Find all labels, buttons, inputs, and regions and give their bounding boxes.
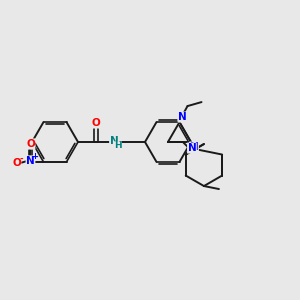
- Text: O: O: [92, 118, 100, 128]
- Text: N: N: [26, 156, 35, 166]
- Text: N: N: [110, 136, 118, 146]
- Text: O: O: [12, 158, 21, 168]
- Text: O: O: [26, 139, 35, 149]
- Text: H: H: [114, 142, 122, 151]
- Text: N: N: [188, 143, 196, 153]
- Text: N: N: [190, 142, 198, 152]
- Text: -: -: [20, 154, 23, 164]
- Text: N: N: [178, 112, 187, 122]
- Text: +: +: [31, 152, 38, 161]
